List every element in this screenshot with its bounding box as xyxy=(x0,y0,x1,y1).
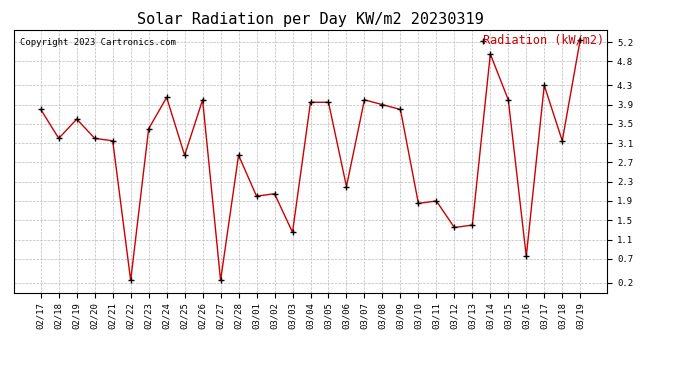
Radiation (kW/m2) xyxy=(558,138,566,143)
Radiation (kW/m2) xyxy=(378,102,386,107)
Text: Copyright 2023 Cartronics.com: Copyright 2023 Cartronics.com xyxy=(20,38,176,47)
Radiation (kW/m2) xyxy=(414,201,422,206)
Radiation (kW/m2) xyxy=(270,192,279,196)
Radiation (kW/m2) xyxy=(576,38,584,42)
Radiation (kW/m2) xyxy=(306,100,315,105)
Radiation (kW/m2) xyxy=(217,278,225,283)
Radiation (kW/m2) xyxy=(72,117,81,122)
Radiation (kW/m2) xyxy=(163,95,171,100)
Radiation (kW/m2) xyxy=(37,107,45,112)
Radiation (kW/m2) xyxy=(181,153,189,158)
Radiation (kW/m2) xyxy=(235,153,243,158)
Radiation (kW/m2) xyxy=(522,254,531,259)
Radiation (kW/m2) xyxy=(342,184,351,189)
Radiation (kW/m2) xyxy=(199,98,207,102)
Radiation (kW/m2) xyxy=(469,223,477,227)
Radiation (kW/m2) xyxy=(324,100,333,105)
Radiation (kW/m2) xyxy=(432,199,440,203)
Radiation (kW/m2) xyxy=(450,225,458,230)
Radiation (kW/m2) xyxy=(144,126,152,131)
Radiation (kW/m2) xyxy=(540,83,549,88)
Radiation (kW/m2) xyxy=(486,52,495,56)
Radiation (kW/m2) xyxy=(108,138,117,143)
Radiation (kW/m2) xyxy=(504,98,513,102)
Radiation (kW/m2) xyxy=(253,194,261,198)
Legend: Radiation (kW/m2): Radiation (kW/m2) xyxy=(482,33,604,46)
Radiation (kW/m2) xyxy=(126,278,135,283)
Radiation (kW/m2) xyxy=(55,136,63,141)
Radiation (kW/m2) xyxy=(396,107,404,112)
Radiation (kW/m2) xyxy=(360,98,368,102)
Radiation (kW/m2) xyxy=(90,136,99,141)
Line: Radiation (kW/m2): Radiation (kW/m2) xyxy=(38,37,583,283)
Title: Solar Radiation per Day KW/m2 20230319: Solar Radiation per Day KW/m2 20230319 xyxy=(137,12,484,27)
Radiation (kW/m2) xyxy=(288,230,297,234)
